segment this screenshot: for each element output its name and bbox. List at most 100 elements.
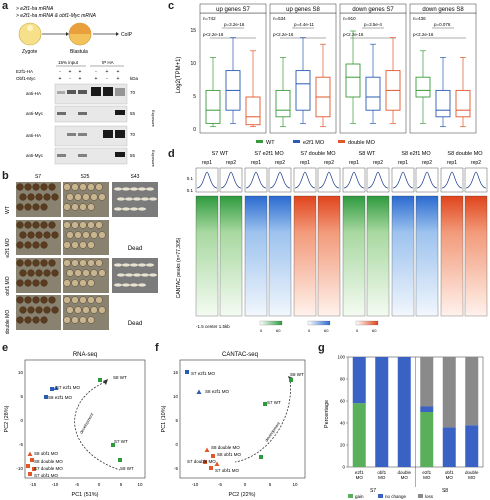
svg-text:+: + xyxy=(69,69,72,75)
svg-text:+: + xyxy=(59,76,62,82)
d-rep-label: rep1 xyxy=(202,160,212,166)
svg-text:70: 70 xyxy=(130,132,136,137)
f-title: CANTAC-seq xyxy=(222,352,258,358)
svg-text:+: + xyxy=(95,76,98,82)
svg-text:anti-HA: anti-HA xyxy=(26,133,41,138)
svg-text:S7 double MO: S7 double MO xyxy=(187,459,216,464)
svg-text:-5: -5 xyxy=(75,482,79,487)
svg-text:15% input: 15% input xyxy=(58,60,79,65)
e-point xyxy=(98,378,102,382)
panel-label-e: e xyxy=(2,342,9,354)
g-ytick: 80 xyxy=(340,377,346,382)
g-category: MO xyxy=(401,475,409,480)
g-bar-no-change xyxy=(420,406,434,412)
svg-text:S8: S8 xyxy=(442,488,448,494)
svg-text:0: 0 xyxy=(356,328,359,333)
svg-text:5: 5 xyxy=(20,394,23,399)
d-profile xyxy=(440,167,464,193)
svg-text:development: development xyxy=(264,420,282,442)
svg-text:60: 60 xyxy=(372,328,377,333)
svg-text:15: 15 xyxy=(173,370,179,375)
svg-text:+: + xyxy=(79,69,82,75)
svg-text:5: 5 xyxy=(193,94,196,100)
svg-text:S8 obf1 MO: S8 obf1 MO xyxy=(217,452,242,457)
panel-label-a: a xyxy=(2,0,9,12)
c-box xyxy=(435,89,451,118)
svg-text:10: 10 xyxy=(190,61,196,67)
g-bar-no-change xyxy=(352,357,366,404)
f-point xyxy=(204,447,210,452)
svg-text:10: 10 xyxy=(137,482,143,487)
d-group-label: S8 e2f1 MO xyxy=(401,151,431,157)
d-profile xyxy=(366,167,390,193)
f-point xyxy=(214,461,220,466)
e-point xyxy=(50,387,54,391)
panel-a-coip: > e2f1-ha mRNA > e2f1-ha mRNA & obf1-Myc… xyxy=(16,6,156,168)
c-facet-title: up genes S7 xyxy=(216,7,250,13)
g-bar-no-change xyxy=(465,425,479,467)
svg-text:S7 e2f1 MO: S7 e2f1 MO xyxy=(191,371,216,376)
c-box xyxy=(455,89,471,118)
svg-text:+: + xyxy=(79,76,82,82)
g-ytick: 40 xyxy=(340,421,346,426)
svg-text:E2f1-HA: E2f1-HA xyxy=(16,69,33,74)
d-rep-label: rep2 xyxy=(275,160,285,166)
d-heatmap xyxy=(195,195,219,317)
c-pvalue: p=0.076 xyxy=(434,22,451,27)
e-point xyxy=(26,464,30,468)
svg-text:gain: gain xyxy=(355,494,364,499)
e-point xyxy=(118,458,122,462)
f-point xyxy=(289,378,293,382)
svg-text:no change: no change xyxy=(385,494,407,499)
svg-text:S43: S43 xyxy=(131,174,140,180)
panel-f-pca-cantac: CANTAC-seq PC1 (10%) PC2 (22%) -10 -5 0 … xyxy=(161,352,306,498)
svg-text:5: 5 xyxy=(120,482,123,487)
d-rep-label: rep2 xyxy=(324,160,334,166)
g-bar-gain xyxy=(352,403,366,467)
svg-text:-5: -5 xyxy=(218,482,222,487)
g-bar-loss xyxy=(465,357,479,426)
svg-text:0: 0 xyxy=(98,482,101,487)
svg-text:0.1: 0.1 xyxy=(187,188,194,193)
svg-text:-: - xyxy=(106,76,108,82)
c-facet-title: down genes S8 xyxy=(422,7,464,13)
g-bar-no-change xyxy=(442,427,456,467)
d-rep-label: rep2 xyxy=(373,160,383,166)
svg-text:anti-Myc: anti-Myc xyxy=(26,153,44,158)
svg-text:double MO: double MO xyxy=(5,310,11,335)
svg-text:S8 obf1 MO: S8 obf1 MO xyxy=(34,451,59,456)
d-group-label: S7 double MO xyxy=(300,151,336,157)
svg-text:+: + xyxy=(117,76,120,82)
c-facet-n: n=742 xyxy=(203,16,216,21)
svg-text:kDa: kDa xyxy=(130,76,138,81)
d-ylabel: CANTAC peaks (n=77,305) xyxy=(176,237,182,298)
panel-d-heatmaps: S7 WT S7 e2f1 MO S7 double MO S8 WT S8 e2f1 … xyxy=(176,151,488,333)
panel-label-b: b xyxy=(2,170,9,182)
svg-text:PC1 (51%): PC1 (51%) xyxy=(72,492,99,498)
c-facet-title: up genes S8 xyxy=(286,7,320,13)
d-rep-label: rep1 xyxy=(300,160,310,166)
c-box xyxy=(295,70,311,111)
svg-text:e2f1 MO: e2f1 MO xyxy=(5,238,11,257)
svg-text:S7: S7 xyxy=(370,488,376,494)
f-point xyxy=(263,402,267,406)
d-heatmap xyxy=(464,195,488,317)
svg-text:15: 15 xyxy=(190,28,196,34)
svg-text:0: 0 xyxy=(244,482,247,487)
c-facet-n: n=910 xyxy=(343,16,356,21)
svg-text:55: 55 xyxy=(130,111,136,116)
g-category: e2f1 xyxy=(422,470,431,475)
svg-text:S7: S7 xyxy=(35,174,41,180)
svg-text:WT: WT xyxy=(5,206,11,214)
f-point xyxy=(209,466,213,470)
blot-myc-1 xyxy=(54,105,128,123)
svg-text:IP HA: IP HA xyxy=(102,60,114,65)
g-ytick: 100 xyxy=(337,355,345,360)
svg-text:70: 70 xyxy=(130,90,136,95)
g-ytick: 60 xyxy=(340,399,346,404)
svg-text:10: 10 xyxy=(292,482,298,487)
svg-text:anti-Myc: anti-Myc xyxy=(26,111,44,116)
blot-myc-2 xyxy=(54,147,128,165)
svg-text:-: - xyxy=(69,76,71,82)
svg-text:Blastula: Blastula xyxy=(70,49,88,55)
